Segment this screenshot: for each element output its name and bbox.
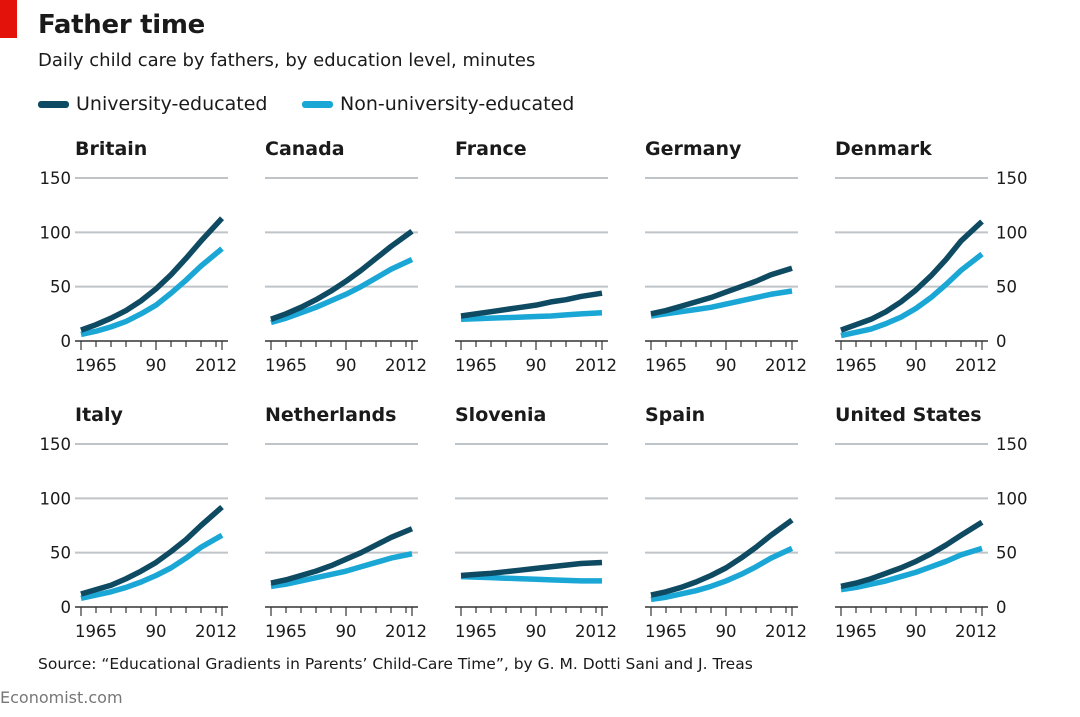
y-tick-label-britain-100: 100 [40, 223, 72, 242]
series-line-denmark-non-university-educated [840, 251, 984, 339]
x-tick-label-denmark-2: 2012 [955, 356, 997, 375]
x-tick-label-netherlands-1: 90 [336, 622, 357, 641]
panel-title-germany: Germany [645, 138, 742, 160]
x-tick-label-britain-0: 1965 [75, 356, 117, 375]
series-line-germany-non-university-educated [650, 288, 793, 319]
panel-title-britain: Britain [75, 138, 147, 160]
x-tick-label-denmark-0: 1965 [835, 356, 877, 375]
y-tick-label-italy-50: 50 [50, 544, 71, 563]
series-line-spain-non-university-educated [650, 545, 794, 603]
chart-title: Father time [38, 10, 205, 40]
legend-item-non-university: Non-university-educated [302, 93, 574, 115]
y-tick-label-italy-0: 0 [61, 598, 72, 617]
x-tick-label-britain-2: 2012 [195, 356, 237, 375]
x-tick-label-germany-0: 1965 [645, 356, 687, 375]
y-tick-label-right-united-states-0: 0 [996, 598, 1007, 617]
x-tick-label-united-states-1: 90 [906, 622, 927, 641]
y-tick-label-right-denmark-50: 50 [996, 278, 1017, 297]
y-tick-label-italy-150: 150 [40, 435, 72, 454]
x-tick-label-germany-2: 2012 [765, 356, 807, 375]
y-tick-label-right-denmark-0: 0 [996, 332, 1007, 351]
series-line-canada-university-educated [270, 229, 414, 322]
series-line-germany-university-educated [650, 265, 793, 317]
x-tick-label-france-2: 2012 [575, 356, 617, 375]
x-tick-label-france-1: 90 [526, 356, 547, 375]
y-tick-label-right-united-states-50: 50 [996, 544, 1017, 563]
series-line-spain-university-educated [650, 517, 794, 598]
y-tick-label-italy-100: 100 [40, 489, 72, 508]
brand-label: Economist.com [0, 688, 123, 707]
x-tick-label-spain-2: 2012 [765, 622, 807, 641]
x-tick-label-germany-1: 90 [716, 356, 737, 375]
legend-item-university: University-educated [38, 93, 267, 115]
x-tick-label-slovenia-0: 1965 [455, 622, 497, 641]
x-tick-label-slovenia-1: 90 [526, 622, 547, 641]
x-tick-label-netherlands-0: 1965 [265, 622, 307, 641]
x-tick-label-italy-2: 2012 [195, 622, 237, 641]
x-tick-label-canada-1: 90 [336, 356, 357, 375]
panel-title-italy: Italy [75, 404, 123, 426]
series-line-slovenia-non-university-educated [460, 573, 602, 584]
x-tick-label-canada-2: 2012 [385, 356, 427, 375]
y-tick-label-right-united-states-100: 100 [996, 489, 1028, 508]
legend-label-university: University-educated [76, 93, 268, 115]
series-line-netherlands-university-educated [270, 526, 414, 586]
y-tick-label-britain-150: 150 [40, 169, 72, 188]
panel-title-denmark: Denmark [835, 138, 932, 160]
panel-title-slovenia: Slovenia [455, 404, 546, 426]
y-tick-label-right-united-states-150: 150 [996, 435, 1028, 454]
brand-red-tag [0, 0, 17, 38]
x-tick-label-denmark-1: 90 [906, 356, 927, 375]
legend-swatch-university [38, 100, 69, 108]
series-line-italy-university-educated [80, 504, 224, 597]
series-line-france-university-educated [460, 290, 603, 319]
panel-title-france: France [455, 138, 527, 160]
series-line-united-states-non-university-educated [840, 545, 983, 593]
panel-title-spain: Spain [645, 404, 705, 426]
legend-swatch-non-university [302, 100, 333, 108]
source-note: Source: “Educational Gradients in Parent… [38, 655, 753, 673]
x-tick-label-netherlands-2: 2012 [385, 622, 427, 641]
series-line-france-non-university-educated [460, 310, 603, 323]
y-tick-label-right-denmark-150: 150 [996, 169, 1028, 188]
chart-subtitle: Daily child care by fathers, by educatio… [38, 50, 536, 71]
x-tick-label-spain-1: 90 [716, 622, 737, 641]
series-line-slovenia-university-educated [460, 559, 603, 579]
series-line-italy-non-university-educated [80, 532, 224, 601]
y-tick-label-britain-0: 0 [61, 332, 72, 351]
series-line-britain-non-university-educated [80, 246, 224, 338]
series-line-united-states-university-educated [840, 519, 984, 590]
legend-label-non-university: Non-university-educated [340, 93, 575, 115]
x-tick-label-italy-1: 90 [146, 622, 167, 641]
y-tick-label-right-denmark-100: 100 [996, 223, 1028, 242]
x-tick-label-slovenia-2: 2012 [575, 622, 617, 641]
series-line-britain-university-educated [80, 216, 225, 333]
y-tick-label-britain-50: 50 [50, 278, 71, 297]
panel-title-netherlands: Netherlands [265, 404, 396, 426]
x-tick-label-britain-1: 90 [146, 356, 167, 375]
x-tick-label-canada-0: 1965 [265, 356, 307, 375]
x-tick-label-united-states-0: 1965 [835, 622, 877, 641]
series-line-denmark-university-educated [840, 219, 984, 333]
x-tick-label-france-0: 1965 [455, 356, 497, 375]
series-line-canada-non-university-educated [270, 257, 414, 326]
x-tick-label-united-states-2: 2012 [955, 622, 997, 641]
x-tick-label-spain-0: 1965 [645, 622, 687, 641]
panel-title-united-states: United States [835, 404, 982, 426]
panel-title-canada: Canada [265, 138, 345, 160]
series-line-netherlands-non-university-educated [270, 551, 413, 590]
x-tick-label-italy-0: 1965 [75, 622, 117, 641]
